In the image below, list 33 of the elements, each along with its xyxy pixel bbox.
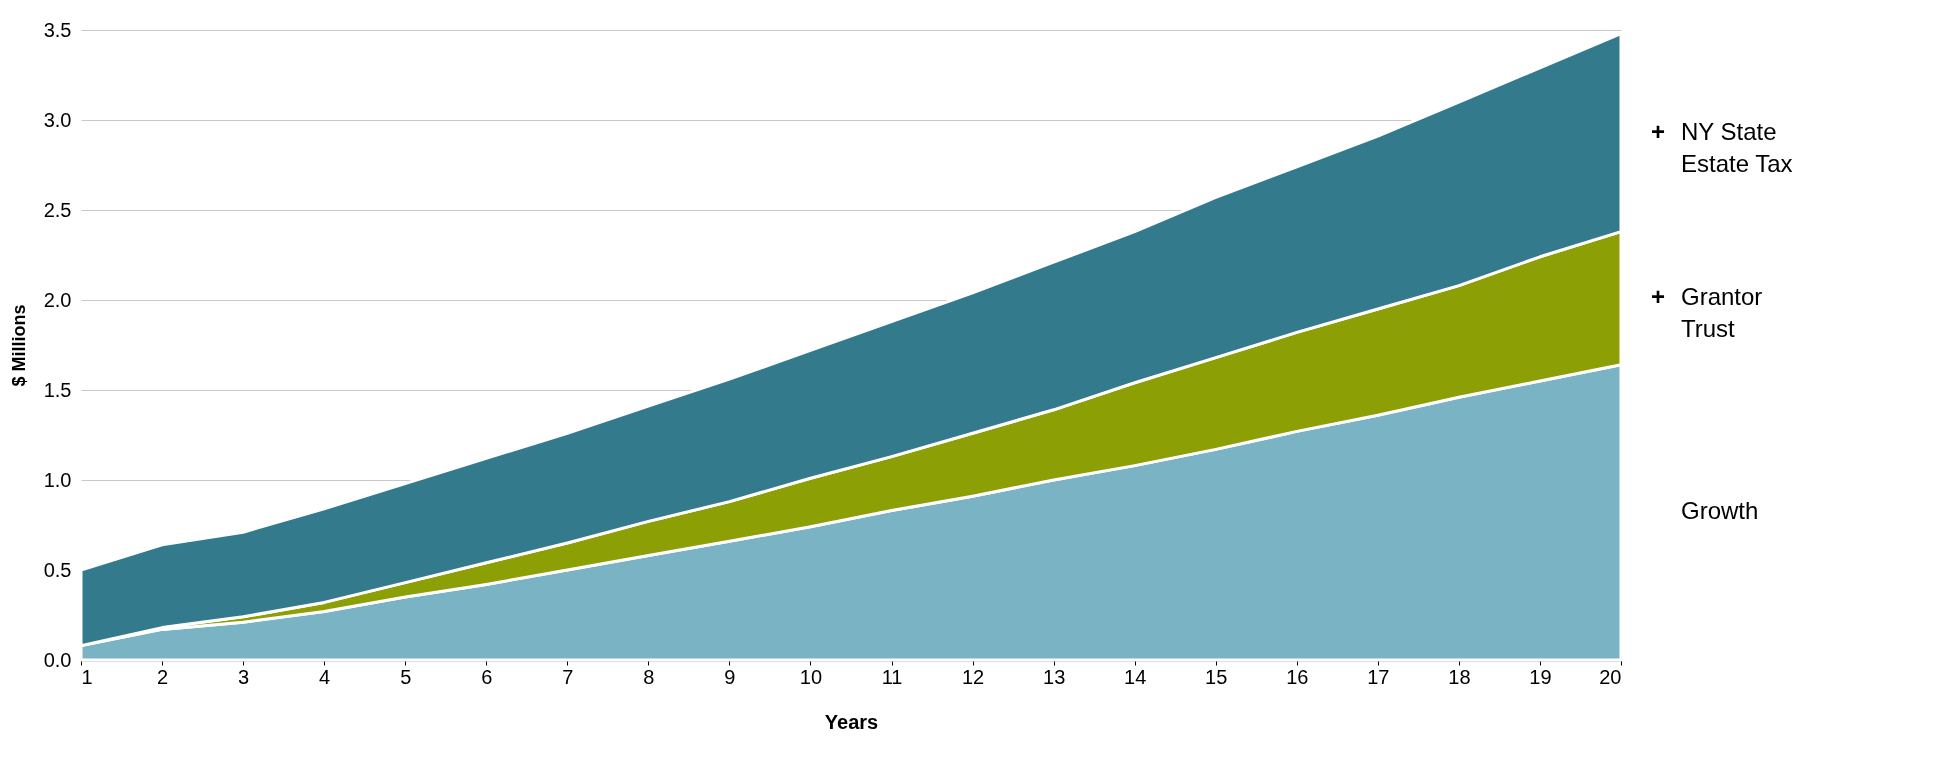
x-tick-label: 3	[238, 665, 250, 688]
x-tick-label: 20	[1599, 665, 1622, 688]
x-tick-label: 13	[1043, 665, 1066, 688]
y-tick-label: 3.5	[43, 18, 72, 41]
x-axis-title: Years	[824, 710, 879, 733]
x-tick-label: 14	[1124, 665, 1147, 688]
x-tick-label: 10	[799, 665, 823, 688]
y-tick-label: 3.0	[43, 108, 72, 131]
x-tick-label: 4	[319, 665, 331, 688]
x-tick-label: 2	[156, 665, 169, 688]
x-tick-label: 17	[1367, 665, 1390, 688]
text: Growth	[1681, 497, 1759, 525]
y-tick-label: 0.5	[43, 558, 72, 581]
x-tick-label: 1	[81, 665, 93, 688]
x-tick-label: 5	[400, 665, 412, 688]
text: + NY State Estate Tax	[1651, 117, 1793, 177]
x-tick-label: 16	[1286, 665, 1309, 688]
x-tick-label: 11	[881, 665, 903, 688]
y-tick-label: 2.5	[43, 198, 72, 221]
y-tick-label: 0.0	[43, 648, 72, 671]
x-tick-label: 8	[643, 665, 655, 688]
text: + Grantor Trust	[1651, 283, 1763, 343]
x-tick-label: 18	[1448, 665, 1471, 688]
y-tick-label: 2.0	[43, 288, 72, 311]
x-tick-label: 19	[1529, 665, 1552, 688]
y-tick-label: 1.0	[43, 468, 72, 491]
x-tick-label: 7	[562, 665, 574, 688]
y-axis-title: $ Millions	[8, 304, 29, 387]
y-tick-label: 1.5	[43, 378, 72, 401]
x-tick-label: 12	[961, 665, 985, 688]
x-tick-label: 15	[1205, 665, 1228, 688]
x-tick-label: 9	[724, 665, 736, 688]
x-tick-label: 6	[481, 665, 493, 688]
